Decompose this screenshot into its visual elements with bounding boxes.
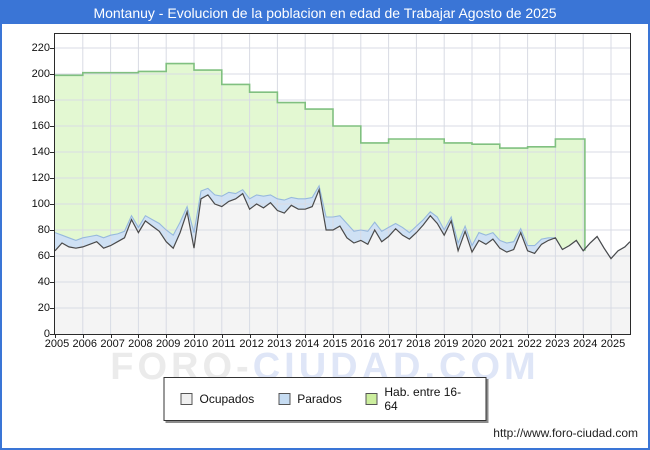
- legend-swatch-hab-16-64: [365, 393, 378, 405]
- y-tick-label: 60: [37, 250, 50, 262]
- legend-swatch-parados: [278, 393, 291, 405]
- legend-swatch-ocupados: [180, 393, 193, 405]
- x-tick-label: 2013: [267, 338, 292, 350]
- y-tick-mark: [50, 74, 54, 75]
- x-tick-label: 2022: [517, 338, 542, 350]
- x-tick-label: 2006: [72, 338, 98, 350]
- chart-title: Montanuy - Evolucion de la poblacion en …: [2, 2, 648, 24]
- x-tick-label: 2019: [433, 338, 459, 350]
- legend-item-hab-16-64[interactable]: Hab. entre 16-64: [365, 385, 470, 413]
- x-tick-mark: [444, 334, 446, 338]
- x-tick-label: 2014: [294, 338, 320, 350]
- y-tick-label: 100: [31, 198, 50, 210]
- x-tick-mark: [583, 334, 585, 338]
- y-tick-mark: [50, 126, 54, 127]
- y-tick-label: 40: [37, 276, 50, 288]
- x-tick-mark: [55, 334, 56, 338]
- y-tick-mark: [50, 308, 54, 309]
- x-tick-mark: [221, 334, 223, 338]
- y-tick-mark: [50, 48, 54, 49]
- x-tick-mark: [388, 334, 390, 338]
- x-tick-mark: [333, 334, 334, 338]
- y-tick-mark: [50, 152, 54, 153]
- x-tick-mark: [82, 334, 84, 338]
- y-tick-label: 140: [31, 146, 50, 158]
- x-tick-label: 2005: [44, 338, 70, 350]
- legend-item-ocupados[interactable]: Ocupados: [180, 392, 255, 406]
- y-tick-mark: [50, 256, 54, 257]
- y-tick-label: 20: [37, 302, 50, 314]
- x-tick-mark: [138, 334, 140, 338]
- legend: Ocupados Parados Hab. entre 16-64: [163, 377, 487, 421]
- y-tick-label: 0: [43, 328, 50, 340]
- x-tick-label: 2021: [489, 338, 515, 350]
- x-tick-mark: [166, 334, 168, 338]
- x-tick-label: 2011: [211, 338, 236, 350]
- x-tick-mark: [110, 334, 112, 338]
- y-tick-mark: [50, 178, 54, 179]
- plot-area: [54, 33, 631, 335]
- y-axis-labels: 0 20 40 60 80 100 120 140 160 180 200 220: [18, 34, 50, 340]
- x-tick-mark: [277, 334, 279, 338]
- x-tick-label: 2009: [155, 338, 181, 350]
- x-tick-mark: [555, 334, 557, 338]
- legend-label-parados: Parados: [297, 392, 342, 406]
- x-tick-label: 2020: [461, 338, 487, 350]
- x-tick-mark: [611, 334, 612, 338]
- x-tick-label: 2012: [239, 338, 264, 350]
- legend-label-hab-16-64: Hab. entre 16-64: [384, 385, 462, 413]
- x-tick-label: 2024: [572, 338, 598, 350]
- x-tick-label: 2008: [128, 338, 153, 350]
- x-tick-label: 2010: [183, 338, 209, 350]
- x-tick-mark: [249, 334, 251, 338]
- x-tick-label: 2016: [350, 338, 376, 350]
- x-tick-mark: [360, 334, 362, 338]
- x-tick-mark: [527, 334, 529, 338]
- x-axis-ticks: [55, 334, 635, 338]
- y-tick-mark: [50, 334, 54, 335]
- y-tick-label: 200: [31, 68, 50, 80]
- x-tick-label: 2025: [600, 338, 626, 350]
- x-tick-mark: [416, 334, 418, 338]
- x-tick-label: 2018: [406, 338, 431, 350]
- x-axis-labels: 2005 2006 2007 2008 2009 2010 2011 2012 2013 2014…: [45, 338, 635, 352]
- legend-label-ocupados: Ocupados: [199, 392, 255, 406]
- x-tick-label: 2007: [100, 338, 125, 350]
- x-tick-label: 2023: [545, 338, 570, 350]
- x-tick-label: 2017: [378, 338, 403, 350]
- footer-url[interactable]: http://www.foro-ciudad.com: [493, 426, 638, 440]
- x-tick-label: 2015: [322, 338, 348, 350]
- x-tick-mark: [499, 334, 501, 338]
- y-tick-mark: [50, 282, 54, 283]
- x-tick-mark: [194, 334, 195, 338]
- y-tick-mark: [50, 230, 54, 231]
- y-tick-label: 220: [31, 42, 50, 54]
- y-axis-ticks: [50, 34, 54, 335]
- plot-canvas: [55, 34, 630, 334]
- y-tick-label: 180: [31, 94, 50, 106]
- y-tick-label: 80: [37, 224, 50, 236]
- x-tick-mark: [472, 334, 473, 338]
- x-tick-mark: [305, 334, 307, 338]
- y-tick-mark: [50, 204, 54, 205]
- y-tick-label: 160: [31, 120, 50, 132]
- legend-item-parados[interactable]: Parados: [278, 392, 342, 406]
- y-tick-mark: [50, 100, 54, 101]
- y-tick-label: 120: [31, 172, 50, 184]
